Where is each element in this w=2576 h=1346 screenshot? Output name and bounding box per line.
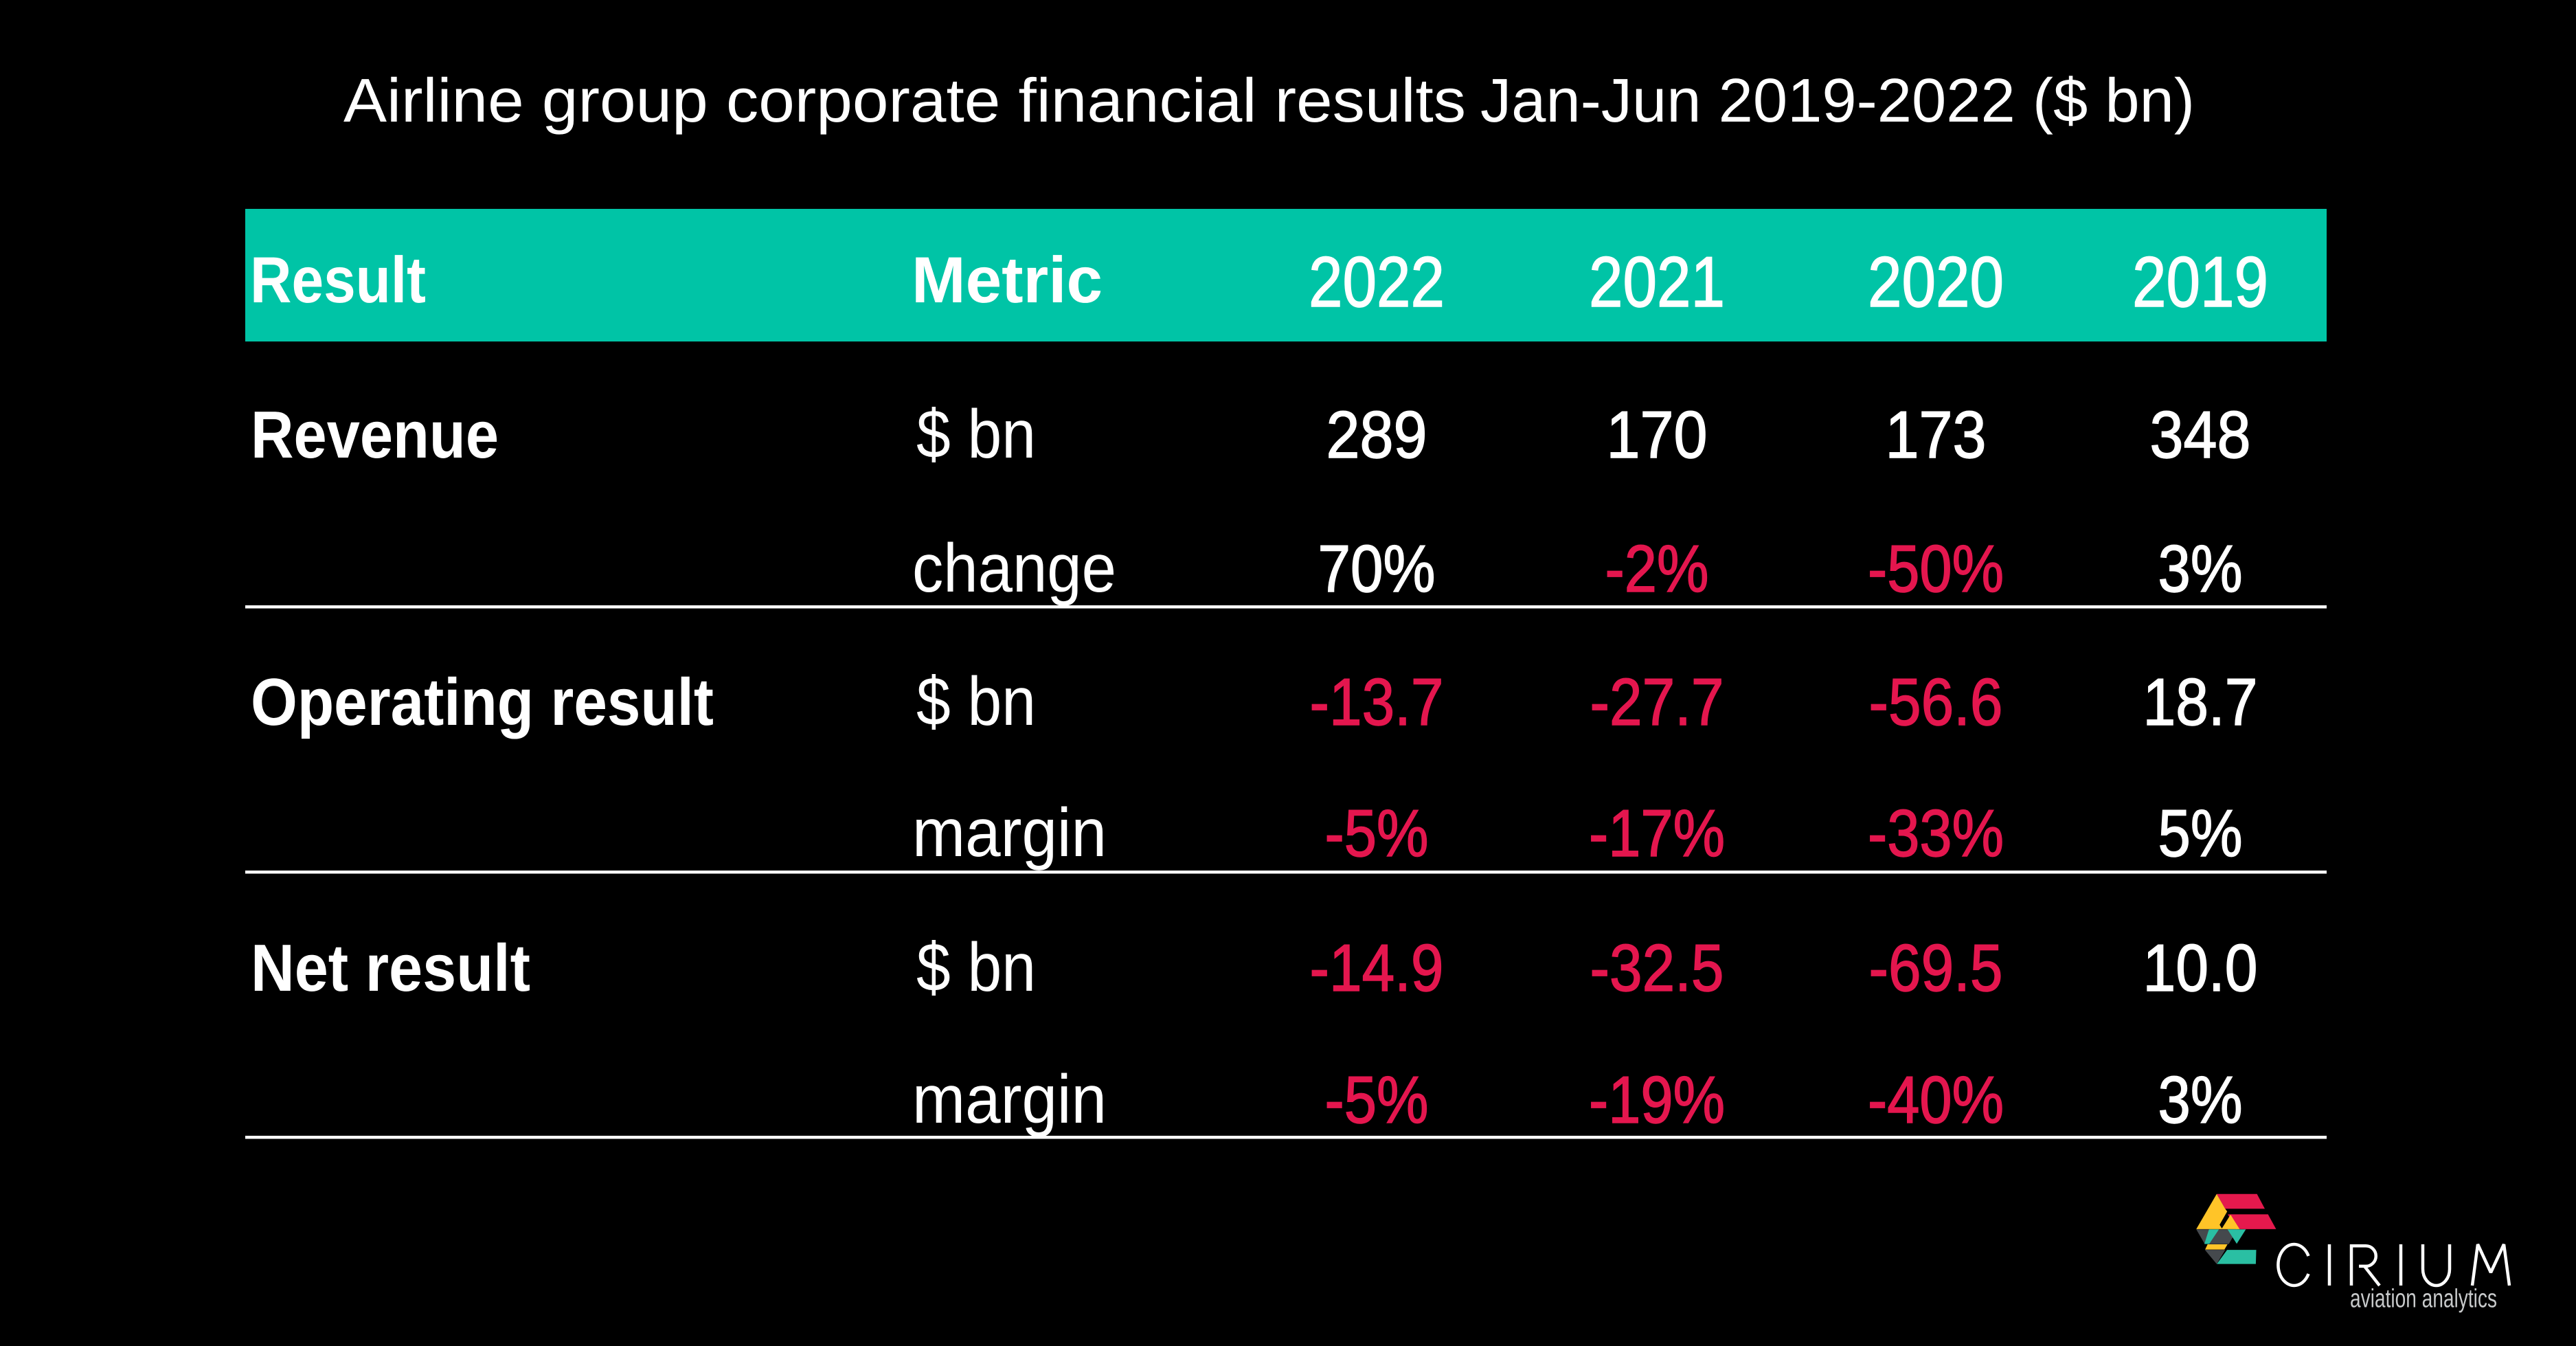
svg-text:Metric: Metric xyxy=(912,244,1103,317)
svg-text:$ bn: $ bn xyxy=(916,663,1036,740)
svg-text:-17%: -17% xyxy=(1589,796,1725,871)
svg-text:-14.9: -14.9 xyxy=(1310,930,1444,1005)
svg-text:$ bn: $ bn xyxy=(916,396,1036,473)
svg-text:change: change xyxy=(912,530,1116,607)
svg-text:70%: 70% xyxy=(1318,531,1436,606)
svg-text:18.7: 18.7 xyxy=(2143,664,2258,739)
svg-text:-5%: -5% xyxy=(1325,796,1429,871)
svg-text:-32.5: -32.5 xyxy=(1590,930,1724,1005)
svg-text:$ bn: $ bn xyxy=(916,929,1036,1006)
svg-text:-27.7: -27.7 xyxy=(1590,664,1724,739)
svg-text:Revenue: Revenue xyxy=(251,397,499,472)
svg-text:3%: 3% xyxy=(2158,531,2243,606)
svg-text:-50%: -50% xyxy=(1868,531,2004,606)
svg-text:-69.5: -69.5 xyxy=(1869,930,2003,1005)
svg-text:173: 173 xyxy=(1886,397,1987,472)
svg-text:-40%: -40% xyxy=(1868,1062,2004,1137)
svg-text:3%: 3% xyxy=(2158,1062,2243,1137)
svg-text:-33%: -33% xyxy=(1868,796,2004,871)
svg-text:Net result: Net result xyxy=(251,930,530,1005)
svg-text:2020: 2020 xyxy=(1868,243,2004,322)
svg-text:margin: margin xyxy=(912,794,1107,871)
svg-text:2019: 2019 xyxy=(2132,243,2268,322)
svg-text:-56.6: -56.6 xyxy=(1869,664,2003,739)
svg-text:Operating result: Operating result xyxy=(251,664,714,739)
svg-text:2022: 2022 xyxy=(1309,243,1445,322)
svg-text:5%: 5% xyxy=(2158,796,2243,871)
svg-text:2021: 2021 xyxy=(1589,243,1725,322)
svg-text:-2%: -2% xyxy=(1605,531,1709,606)
svg-text:289: 289 xyxy=(1326,397,1427,472)
svg-text:10.0: 10.0 xyxy=(2143,930,2258,1005)
svg-text:Jan-Jun 2019-2022 ($ bn): Jan-Jun 2019-2022 ($ bn) xyxy=(1480,67,2195,135)
svg-text:margin: margin xyxy=(912,1061,1107,1138)
svg-text:-19%: -19% xyxy=(1589,1062,1725,1137)
svg-text:170: 170 xyxy=(1607,397,1708,472)
svg-text:-13.7: -13.7 xyxy=(1310,664,1444,739)
svg-text:Airline group corporate financ: Airline group corporate financial result… xyxy=(343,67,1466,135)
svg-text:Result: Result xyxy=(250,244,426,317)
svg-text:-5%: -5% xyxy=(1325,1062,1429,1137)
svg-text:348: 348 xyxy=(2150,397,2251,472)
